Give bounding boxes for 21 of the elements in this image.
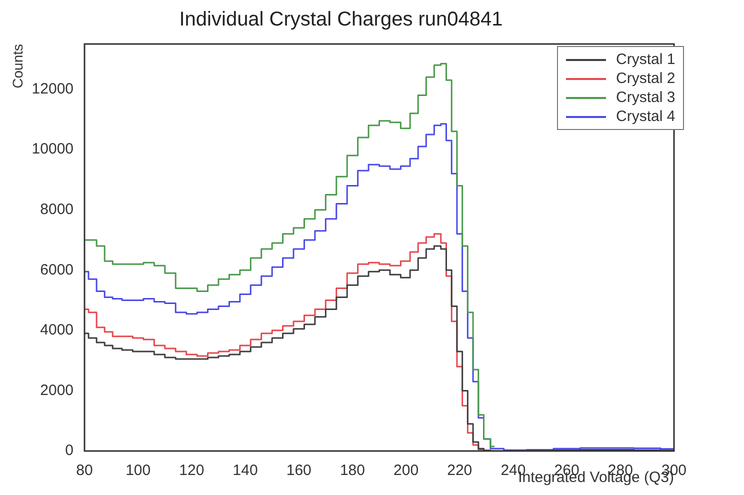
x-tick-label: 120 (179, 462, 204, 480)
y-tick-label: 4000 (40, 322, 74, 339)
x-tick-label: 100 (126, 462, 151, 480)
legend-label: Crystal 1 (616, 51, 676, 68)
x-tick-label: 180 (340, 462, 365, 480)
legend-label: Crystal 3 (616, 89, 676, 106)
x-tick-label: 220 (447, 462, 472, 480)
y-tick-label: 10000 (32, 140, 74, 158)
y-tick-label: 0 (65, 442, 74, 460)
legend-label: Crystal 4 (616, 108, 676, 125)
chart-title: Individual Crystal Charges run04841 (179, 8, 503, 31)
y-tick-label: 6000 (40, 261, 74, 278)
y-tick-label: 2000 (40, 382, 74, 399)
x-tick-label: 160 (286, 462, 312, 480)
legend-label: Crystal 2 (616, 70, 676, 87)
y-axis-title: Counts (9, 44, 26, 88)
x-tick-label: 140 (232, 462, 258, 480)
x-tick-label: 200 (394, 462, 419, 480)
y-tick-label: 12000 (32, 80, 74, 98)
x-tick-label: 80 (76, 462, 93, 480)
y-tick-label: 8000 (40, 200, 74, 218)
